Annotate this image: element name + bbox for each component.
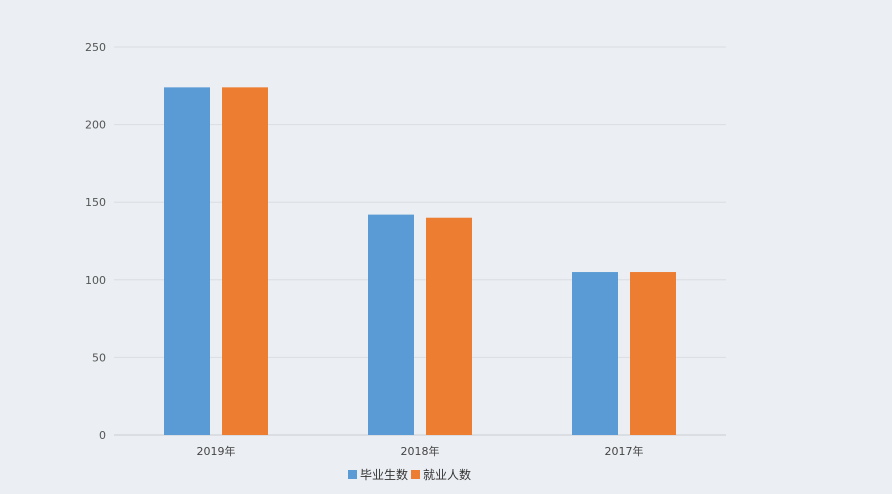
bar-graduates-1 <box>368 214 414 435</box>
x-tick-label: 2019年 <box>197 444 236 458</box>
x-tick-label: 2017年 <box>605 444 644 458</box>
x-tick-label: 2018年 <box>401 444 440 458</box>
bar-employed-2 <box>630 272 676 435</box>
bar-employed-0 <box>222 87 268 436</box>
y-tick-label: 50 <box>92 351 106 364</box>
grid-lines <box>114 46 726 436</box>
y-tick-label: 200 <box>85 119 106 132</box>
y-axis: 0 50 100 150 200 250 <box>85 41 106 442</box>
legend-label: 毕业生数 <box>360 467 408 482</box>
y-tick-label: 0 <box>99 429 106 442</box>
bar-graduates-2 <box>572 272 618 435</box>
legend-swatch <box>348 470 357 479</box>
y-tick-label: 100 <box>85 274 106 287</box>
y-tick-label: 250 <box>85 41 106 54</box>
legend-label: 就业人数 <box>423 467 471 482</box>
bar-graduates-0 <box>164 87 210 436</box>
legend: 毕业生数 就业人数 <box>348 467 471 482</box>
x-axis: 2019年 2018年 2017年 <box>197 444 644 458</box>
bar-employed-1 <box>426 217 472 435</box>
y-tick-label: 150 <box>85 196 106 209</box>
legend-swatch <box>411 470 420 479</box>
bars <box>164 87 676 436</box>
